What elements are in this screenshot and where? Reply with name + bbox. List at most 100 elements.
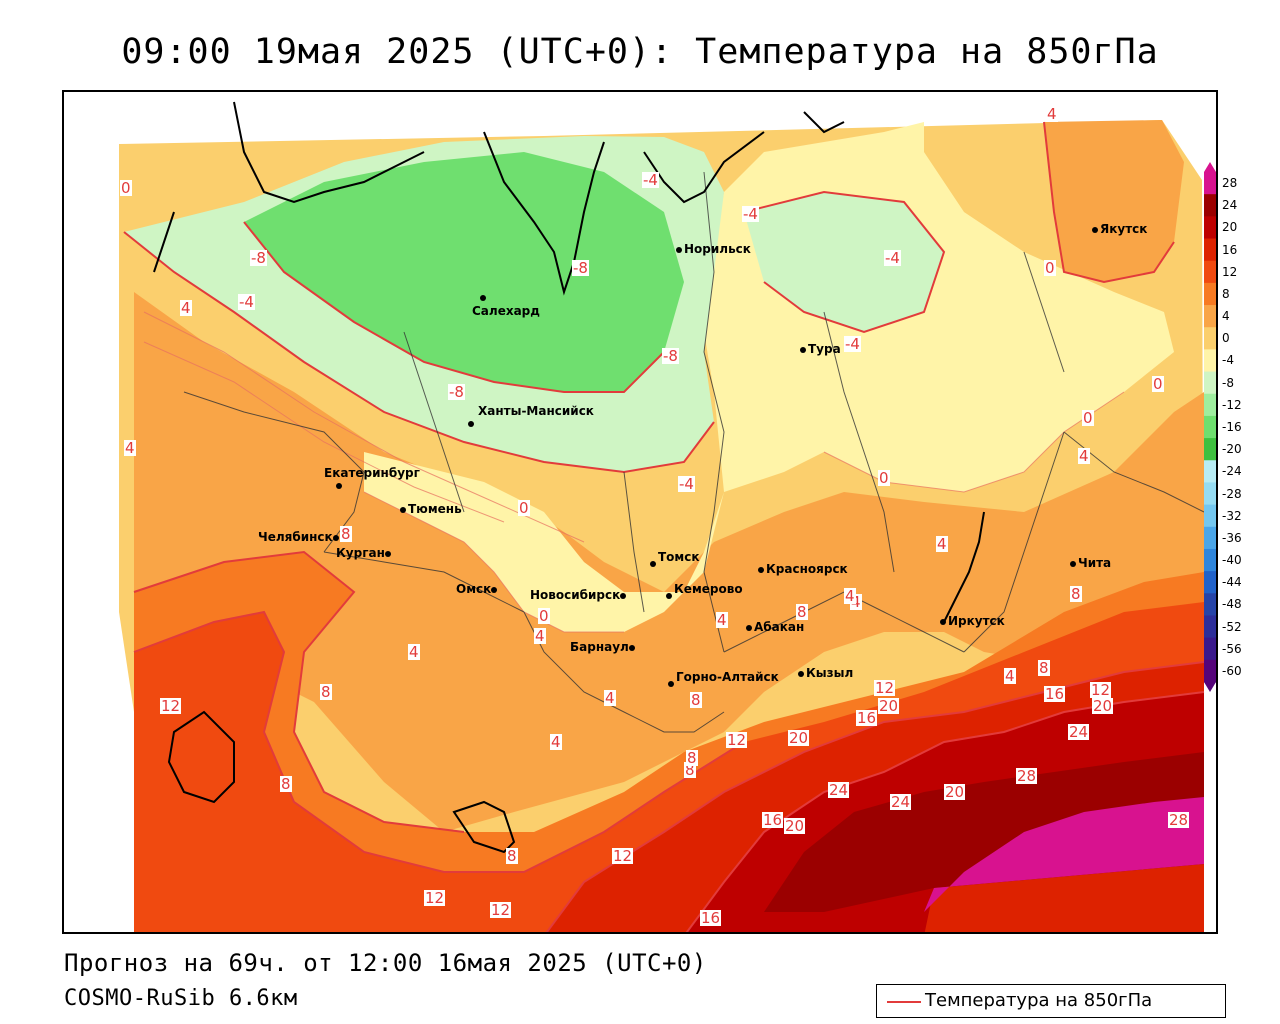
city-label: Новосибирск — [530, 588, 621, 602]
contour-label: -8 — [448, 383, 465, 401]
city-label: Тура — [808, 342, 841, 356]
colorbar-tick-label: 4 — [1222, 309, 1230, 324]
colorbar-tick-label: -4 — [1222, 353, 1234, 368]
colorbar-cell — [1204, 571, 1216, 594]
contour-label: 0 — [1152, 375, 1164, 393]
colorbar-cell — [1204, 371, 1216, 395]
map-fields — [64, 92, 1216, 932]
colorbar-tick-label: -20 — [1222, 442, 1242, 457]
colorbar-tick-label: 28 — [1222, 176, 1238, 191]
colorbar-cells — [1204, 172, 1216, 683]
contour-label: 0 — [878, 469, 890, 487]
city-novosibirsk: Новосибирск — [530, 588, 628, 602]
contour-label: -4 — [238, 293, 255, 311]
contour-label: 8 — [686, 749, 698, 767]
contour-label: -4 — [678, 475, 695, 493]
contour-label: 20 — [1092, 697, 1114, 715]
field-0-to-4 — [364, 122, 1174, 632]
city-label: Барнаул — [570, 640, 629, 654]
colorbar-cell — [1204, 615, 1216, 639]
contour-label: 0 — [120, 179, 132, 197]
colorbar-tick-label: 8 — [1222, 286, 1230, 301]
contour-label: 12 — [726, 731, 748, 749]
colorbar-cell — [1204, 637, 1216, 661]
colorbar-cell — [1204, 659, 1216, 683]
colorbar-cell — [1204, 548, 1216, 572]
city-label: Кемерово — [674, 582, 743, 596]
contour-label: 12 — [424, 889, 446, 907]
contour-label: 12 — [160, 697, 182, 715]
colorbar-tick-label: 0 — [1222, 331, 1230, 346]
contour-label: 12 — [612, 847, 634, 865]
contour-label: 4 — [124, 439, 136, 457]
city-marker — [800, 346, 806, 353]
coastline — [153, 101, 985, 854]
contour-label: 4 — [844, 587, 856, 605]
contour-label: 24 — [828, 781, 850, 799]
contour-label: 4 — [180, 299, 192, 317]
colorbar-tick-label: -36 — [1222, 530, 1242, 545]
contour-label: -8 — [572, 259, 589, 277]
city-khanty-mansiysk: Ханты-Мансийск — [468, 404, 594, 430]
contour-label: 16 — [1044, 685, 1066, 703]
contour-label: 0 — [1044, 259, 1056, 277]
colorbar-cell — [1204, 327, 1216, 350]
field-8-to-12 — [134, 292, 1204, 832]
contour-label: -4 — [642, 171, 659, 189]
city-marker — [940, 618, 946, 625]
city-kurgan: Курган — [336, 546, 393, 560]
colorbar-cell — [1204, 260, 1216, 284]
contour-label: 8 — [280, 775, 292, 793]
city-abakan: Абакан — [746, 620, 804, 634]
field-cold-minus8 — [244, 152, 684, 392]
city-chita: Чита — [1070, 556, 1111, 570]
city-marker — [1070, 560, 1076, 567]
colorbar-tick-label: -12 — [1222, 397, 1242, 412]
legend-label: Температура на 850гПа — [925, 990, 1153, 1011]
contour-label: 4 — [936, 535, 948, 553]
colorbar-tick-label: -16 — [1222, 420, 1242, 434]
contour-label: 4 — [550, 733, 562, 751]
colorbar-cell — [1204, 415, 1216, 439]
forecast-info: Прогноз на 69ч. от 12:00 16мая 2025 (UTC… — [64, 949, 707, 977]
city-tyumen: Тюмень — [400, 502, 462, 516]
contour-label: 12 — [490, 901, 512, 919]
contour-label: 8 — [506, 847, 518, 865]
city-kyzyl: Кызыл — [798, 666, 853, 680]
city-tomsk: Томск — [650, 550, 700, 570]
contour-label: -8 — [662, 347, 679, 365]
colorbar-tick-label: 12 — [1222, 264, 1238, 279]
colorbar — [1204, 162, 1216, 692]
colorbar-cell — [1204, 172, 1216, 195]
contour-label: 28 — [1016, 767, 1038, 785]
colorbar-tick-label: 20 — [1222, 220, 1238, 235]
colorbar-cell — [1204, 349, 1216, 373]
city-label: Тюмень — [408, 502, 462, 516]
city-kemerovo: Кемерово — [666, 582, 743, 602]
city-marker — [746, 624, 752, 631]
contour-label: 16 — [700, 909, 722, 927]
city-krasnoyarsk: Красноярск — [758, 562, 848, 576]
colorbar-tick-label: -40 — [1222, 553, 1242, 568]
city-marker — [400, 506, 406, 513]
city-marker — [491, 586, 498, 593]
contour-label: 4 — [1078, 447, 1090, 465]
contour-label: 4 — [604, 689, 616, 707]
contour-label: 4 — [1046, 105, 1058, 123]
colorbar-tick-label: -44 — [1222, 575, 1242, 590]
city-marker — [758, 566, 764, 573]
city-label: Красноярск — [766, 562, 848, 576]
city-marker — [798, 670, 804, 677]
city-marker — [666, 592, 672, 599]
region-boundaries — [183, 171, 1205, 733]
colorbar-cell — [1204, 593, 1216, 616]
colorbar-tick-label: -56 — [1222, 641, 1242, 656]
temperature-map: Норильск Якутск Салехард Тура Ханты-Манс… — [62, 90, 1218, 934]
contour-label: -4 — [884, 249, 901, 267]
city-marker — [628, 644, 635, 651]
contour-label: -8 — [250, 249, 267, 267]
city-marker — [384, 550, 391, 557]
contour-label: -4 — [742, 205, 759, 223]
city-omsk: Омск — [456, 582, 499, 596]
contour-label: 4 — [716, 611, 728, 629]
